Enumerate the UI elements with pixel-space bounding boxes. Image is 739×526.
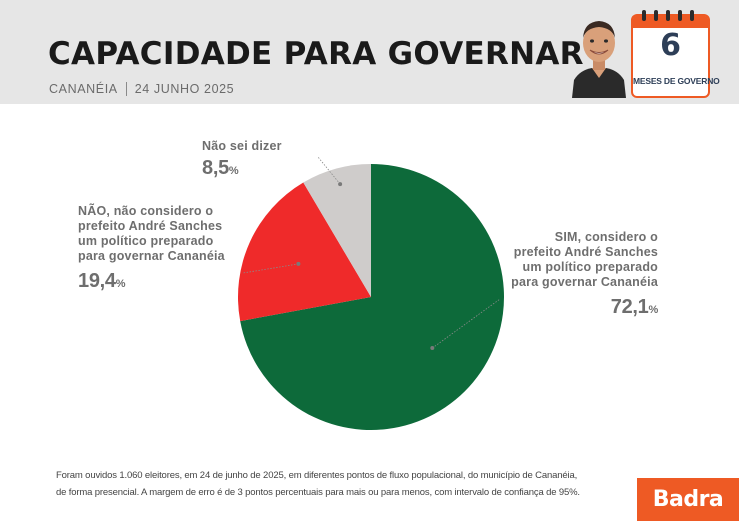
label-nao: NÃO, não considero o prefeito André Sanc… — [78, 204, 248, 293]
brand-logo: Badra — [637, 478, 739, 521]
pie-slice-nao-sei — [303, 164, 371, 297]
months-label: MESES DE GOVERNO — [633, 76, 720, 86]
months-number: 6 — [660, 28, 681, 63]
label-sim-value: 72,1% — [610, 296, 659, 318]
pie-chart-area — [0, 104, 739, 521]
footnote-line-2: de forma presencial. A margem de erro é … — [56, 487, 580, 498]
pie-slice-nao — [237, 182, 371, 322]
leader-dot — [296, 261, 301, 266]
label-nao-text: NÃO, não considero o prefeito André Sanc… — [78, 204, 225, 263]
months-calendar-badge: 6 MESES DE GOVERNO — [631, 10, 720, 98]
city-name: CANANÉIA — [49, 82, 118, 96]
label-nao-value: 19,4% — [78, 270, 126, 292]
page-title: CAPACIDADE PARA GOVERNAR — [48, 36, 584, 72]
leader-dot — [338, 182, 343, 187]
subtitle-line: CANANÉIA 24 JUNHO 2025 — [49, 82, 234, 96]
leader-line — [242, 263, 299, 274]
divider — [125, 82, 127, 96]
pie-slice-sim — [240, 164, 505, 430]
label-nao-sei: Não sei dizer 8,5% — [202, 139, 322, 180]
label-sim-text: SIM, considero o prefeito André Sanches … — [511, 230, 658, 289]
pie-chart — [237, 156, 505, 430]
footnote-line-1: Foram ouvidos 1.060 eleitores, em 24 de … — [56, 470, 578, 481]
label-nao-sei-value: 8,5% — [202, 157, 239, 179]
label-nao-sei-text: Não sei dizer — [202, 139, 282, 153]
mayor-portrait-image — [572, 21, 626, 98]
label-sim: SIM, considero o prefeito André Sanches … — [500, 230, 658, 319]
leader-line — [432, 298, 501, 349]
survey-date: 24 JUNHO 2025 — [134, 82, 235, 96]
leader-dot — [430, 346, 435, 351]
methodology-footnote: Foram ouvidos 1.060 eleitores, em 24 de … — [56, 467, 616, 501]
